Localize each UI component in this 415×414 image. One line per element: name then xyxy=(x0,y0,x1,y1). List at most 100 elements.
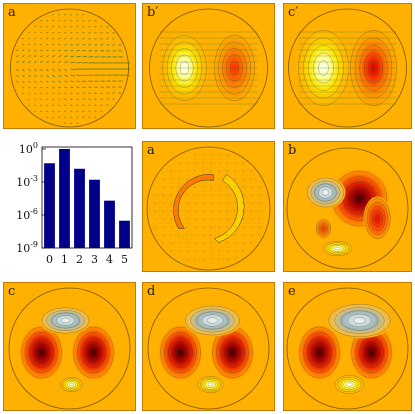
vector-arrow xyxy=(58,14,61,16)
vector-arrow xyxy=(76,86,80,88)
ring-arc xyxy=(214,174,245,243)
vector-arrow xyxy=(64,110,67,112)
vector-arrow xyxy=(34,60,37,64)
vector-arrow xyxy=(22,37,24,40)
vector-arrow xyxy=(22,68,25,72)
vector-arrow xyxy=(52,110,55,112)
vector-arrow xyxy=(52,38,55,40)
vector-arrow xyxy=(64,104,67,106)
grey-lobe xyxy=(182,304,243,337)
dipole-contour-strong xyxy=(288,8,407,128)
vector-arrow xyxy=(46,92,49,95)
vector-arrow xyxy=(58,43,61,46)
grey-lobe xyxy=(39,306,92,335)
vector-arrow xyxy=(40,26,42,28)
panel-label: a xyxy=(147,143,155,158)
vector-arrow xyxy=(64,92,67,94)
vector-arrow xyxy=(28,86,31,89)
cool-lobe xyxy=(196,375,225,394)
panel-a-middle: a xyxy=(142,141,275,272)
vector-arrow xyxy=(40,86,43,89)
vector-arrow xyxy=(40,37,42,40)
vector-arrow xyxy=(34,86,37,89)
vector-arrow xyxy=(22,74,25,78)
vector-field xyxy=(10,8,131,128)
vector-arrow xyxy=(52,74,56,78)
turbulent-contour xyxy=(286,147,409,270)
vector-arrow xyxy=(76,62,83,64)
panel-label: b′ xyxy=(147,5,159,20)
vector-arrow xyxy=(70,49,74,52)
panel-c-prime: c′ xyxy=(283,3,412,129)
vector-arrow xyxy=(40,110,42,112)
vector-arrow xyxy=(64,43,67,46)
vector-arrow xyxy=(28,55,31,58)
vector-arrow xyxy=(70,61,76,64)
y-tick-label: 100 xyxy=(19,141,38,156)
vector-arrow xyxy=(64,68,68,72)
panel-e: e xyxy=(283,282,412,411)
hot-lobe xyxy=(349,324,394,381)
vector-arrow xyxy=(40,60,43,64)
vector-arrow xyxy=(16,55,19,58)
vector-arrow xyxy=(58,80,62,83)
vector-arrow xyxy=(58,110,61,112)
vector-arrow xyxy=(64,86,68,89)
vector-arrow xyxy=(64,26,67,28)
vector-arrow xyxy=(46,20,49,22)
vector-arrow xyxy=(22,86,25,89)
vector-arrow xyxy=(16,60,19,64)
trilobe-contour xyxy=(147,287,270,410)
vector-arrow xyxy=(40,43,43,46)
vector-arrow xyxy=(64,74,69,77)
vector-arrow xyxy=(76,44,79,46)
hot-lobe xyxy=(297,324,342,381)
vector-arrow xyxy=(16,74,19,78)
vector-arrow xyxy=(46,43,49,46)
vector-arrow xyxy=(28,74,31,78)
panel-a-top: a xyxy=(3,3,136,129)
hot-lobe xyxy=(19,324,64,381)
vector-arrow xyxy=(46,80,49,83)
vector-arrow xyxy=(28,80,31,83)
vector-arrow xyxy=(52,14,55,16)
hot-lobe xyxy=(210,324,255,381)
warm-spot xyxy=(315,218,332,239)
vector-arrow xyxy=(46,68,49,72)
dipole-contour xyxy=(149,8,268,128)
vector-arrow xyxy=(52,80,56,83)
vector-arrow xyxy=(22,92,24,95)
x-tick-label: 3 xyxy=(91,253,98,266)
vector-arrow xyxy=(52,32,55,34)
trilobe-contour xyxy=(8,287,131,410)
vector-arrow xyxy=(64,60,69,64)
vector-arrow xyxy=(58,92,61,95)
vector-arrow xyxy=(52,49,55,52)
vector-arrow xyxy=(34,92,37,95)
vector-arrow xyxy=(46,49,49,52)
vector-arrow xyxy=(28,104,30,106)
vector-arrow xyxy=(64,32,67,34)
y-tick-label: 10-6 xyxy=(16,207,38,222)
vector-arrow xyxy=(58,38,61,40)
vector-arrow xyxy=(22,49,25,52)
vector-arrow xyxy=(46,37,49,40)
bar xyxy=(119,220,130,248)
domain-circle xyxy=(10,8,129,128)
panel-label: a xyxy=(8,5,16,20)
vector-arrow xyxy=(34,43,37,46)
vector-arrow xyxy=(46,55,49,58)
vector-arrow xyxy=(22,60,25,64)
vector-arrow xyxy=(46,110,49,112)
vector-arrow xyxy=(58,116,61,118)
vector-arrow xyxy=(82,56,88,58)
panel-label: c′ xyxy=(288,5,299,20)
vector-arrow xyxy=(40,92,43,95)
vector-arrow xyxy=(46,86,49,89)
vector-arrow xyxy=(40,49,43,52)
vector-arrow xyxy=(40,80,43,83)
vector-arrow xyxy=(40,32,42,34)
x-tick-label: 4 xyxy=(106,253,113,266)
vector-arrow xyxy=(58,68,61,72)
panel-d: d xyxy=(142,282,275,411)
